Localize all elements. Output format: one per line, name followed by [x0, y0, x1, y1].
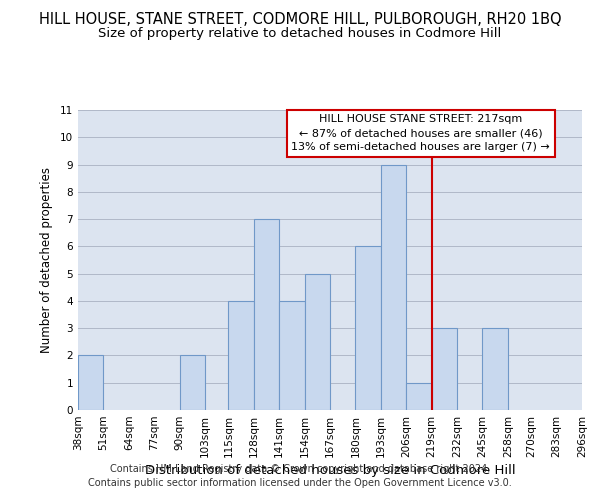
Bar [431, 328, 457, 410]
Text: HILL HOUSE STANE STREET: 217sqm
← 87% of detached houses are smaller (46)
13% of: HILL HOUSE STANE STREET: 217sqm ← 87% of… [292, 114, 550, 152]
X-axis label: Distribution of detached houses by size in Codmore Hill: Distribution of detached houses by size … [145, 464, 515, 477]
Bar [279, 301, 305, 410]
Bar [355, 246, 381, 410]
Bar [305, 274, 330, 410]
Text: Size of property relative to detached houses in Codmore Hill: Size of property relative to detached ho… [98, 28, 502, 40]
Text: HILL HOUSE, STANE STREET, CODMORE HILL, PULBOROUGH, RH20 1BQ: HILL HOUSE, STANE STREET, CODMORE HILL, … [38, 12, 562, 28]
Bar [381, 164, 406, 410]
Bar [179, 356, 205, 410]
Bar [229, 301, 254, 410]
Bar [406, 382, 431, 410]
Bar [254, 219, 279, 410]
Y-axis label: Number of detached properties: Number of detached properties [40, 167, 53, 353]
Bar [78, 356, 103, 410]
Bar [482, 328, 508, 410]
Text: Contains HM Land Registry data © Crown copyright and database right 2024.
Contai: Contains HM Land Registry data © Crown c… [88, 464, 512, 487]
